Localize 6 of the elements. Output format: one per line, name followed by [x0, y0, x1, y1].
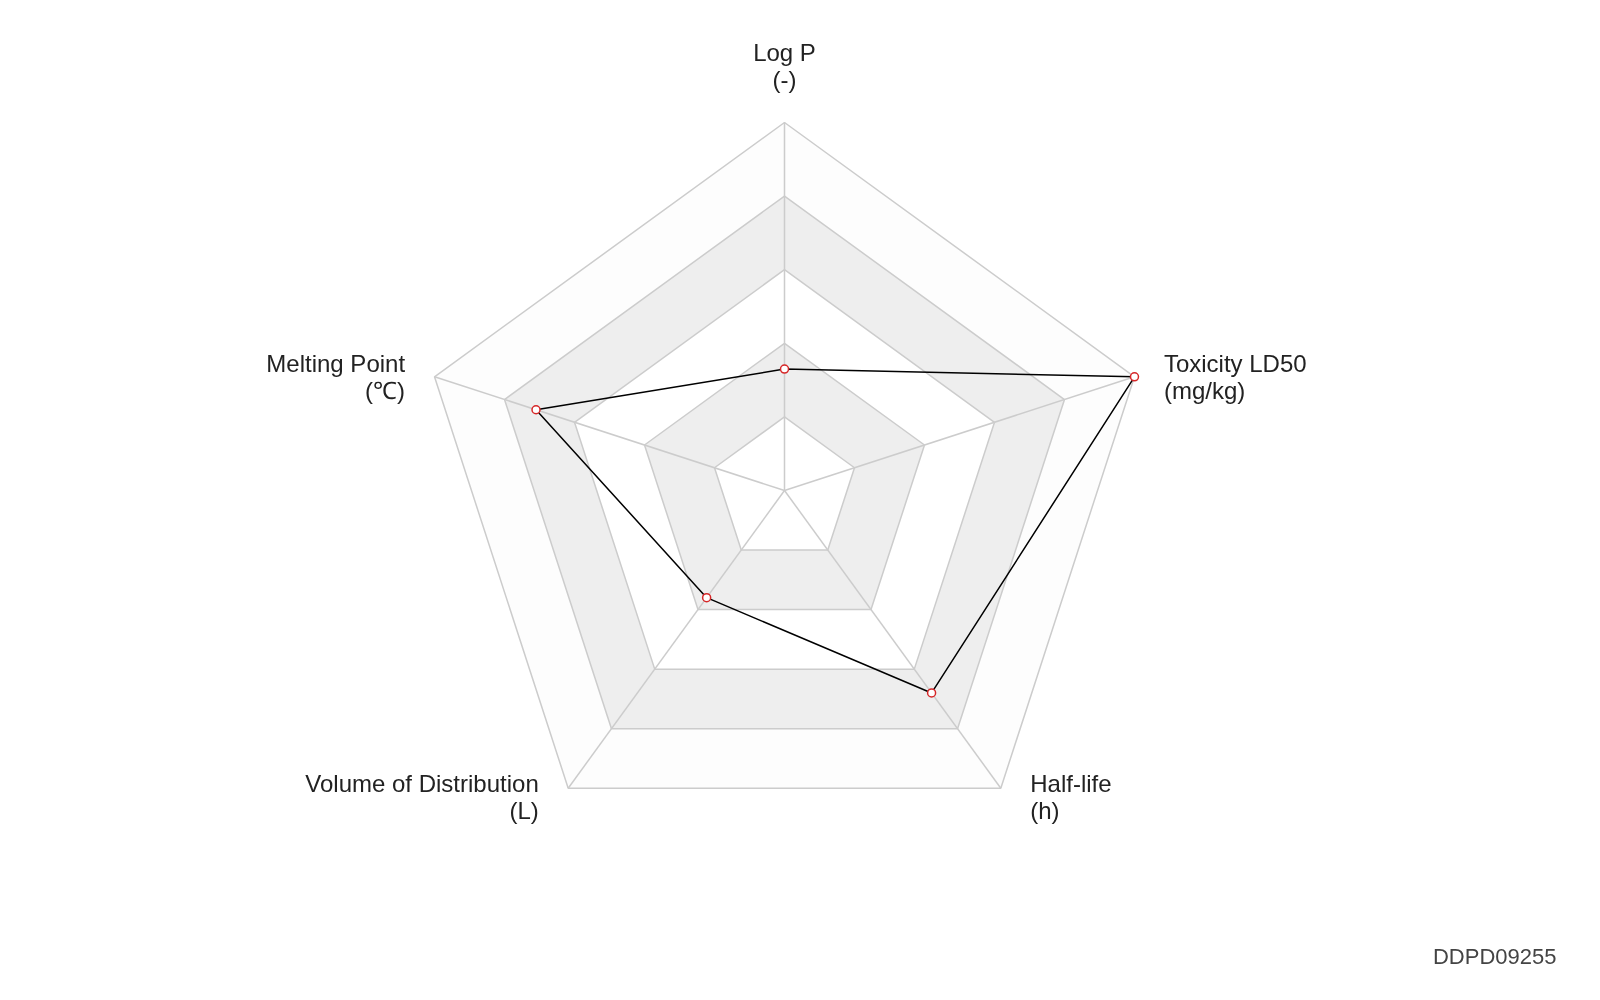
spoke-label: Toxicity LD50 (mg/kg) [1163, 349, 1307, 404]
spoke-label: Half-life (h) [1030, 769, 1112, 824]
spoke-label: Melting Point (℃) [266, 349, 406, 404]
spoke-label: Volume of Distribution (L) [305, 769, 539, 824]
spoke-label: Log P (-) [753, 39, 816, 94]
text: DDPD09255 [1432, 943, 1557, 969]
